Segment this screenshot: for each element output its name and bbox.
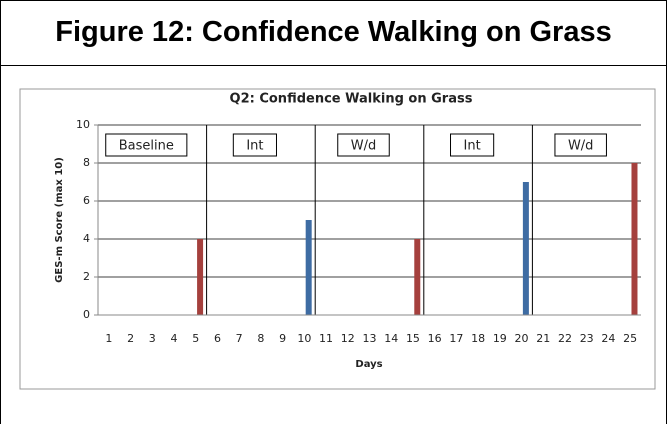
- y-axis-label: GES-m Score (max 10): [54, 157, 65, 283]
- x-tick-label: 15: [406, 332, 420, 345]
- x-tick-label: 14: [384, 332, 398, 345]
- phase-label-box: [554, 133, 607, 157]
- x-tick-label: 11: [319, 332, 333, 345]
- bar: [414, 239, 421, 315]
- phase-label-box: [337, 133, 390, 157]
- chart-title: Q2: Confidence Walking on Grass: [230, 92, 473, 107]
- x-tick-label: 3: [149, 332, 156, 345]
- phase-label-box: [232, 133, 277, 157]
- x-tick-label: 8: [257, 332, 264, 345]
- phase-label: Baseline: [119, 139, 174, 154]
- x-tick-label: 18: [471, 332, 485, 345]
- x-tick-label: 17: [449, 332, 463, 345]
- x-tick-label: 12: [341, 332, 355, 345]
- x-tick-label: 24: [601, 332, 615, 345]
- phase-label: Int: [246, 139, 263, 154]
- bar: [522, 182, 529, 315]
- x-tick-label: 2: [127, 332, 134, 345]
- x-axis-label: Days: [355, 359, 382, 370]
- x-tick-label: 1: [105, 332, 112, 345]
- x-tick-label: 21: [536, 332, 550, 345]
- phase-label-box: [450, 133, 495, 157]
- figure-heading: Figure 12: Confidence Walking on Grass: [1, 1, 666, 66]
- y-tick-label: 8: [83, 156, 90, 169]
- phase-label: W/d: [351, 139, 377, 154]
- x-tick-label: 5: [192, 332, 199, 345]
- phase-label: W/d: [568, 139, 594, 154]
- chart-border: [19, 88, 656, 390]
- y-tick-label: 2: [83, 270, 90, 283]
- y-tick-label: 10: [76, 118, 90, 131]
- bar: [631, 163, 638, 315]
- x-tick-label: 10: [297, 332, 311, 345]
- x-tick-label: 23: [580, 332, 594, 345]
- x-tick-label: 25: [623, 332, 637, 345]
- x-tick-label: 20: [515, 332, 529, 345]
- x-tick-label: 9: [279, 332, 286, 345]
- y-tick-label: 0: [83, 308, 90, 321]
- x-tick-label: 13: [363, 332, 377, 345]
- x-tick-label: 7: [236, 332, 243, 345]
- x-tick-label: 6: [214, 332, 221, 345]
- y-tick-label: 4: [83, 232, 90, 245]
- phase-label-box: [105, 133, 188, 157]
- x-tick-label: 4: [171, 332, 178, 345]
- x-tick-label: 19: [493, 332, 507, 345]
- x-tick-label: 16: [428, 332, 442, 345]
- y-tick-label: 6: [83, 194, 90, 207]
- x-tick-label: 22: [558, 332, 572, 345]
- phase-label: Int: [464, 139, 481, 154]
- bar: [305, 220, 312, 315]
- bar: [197, 239, 204, 315]
